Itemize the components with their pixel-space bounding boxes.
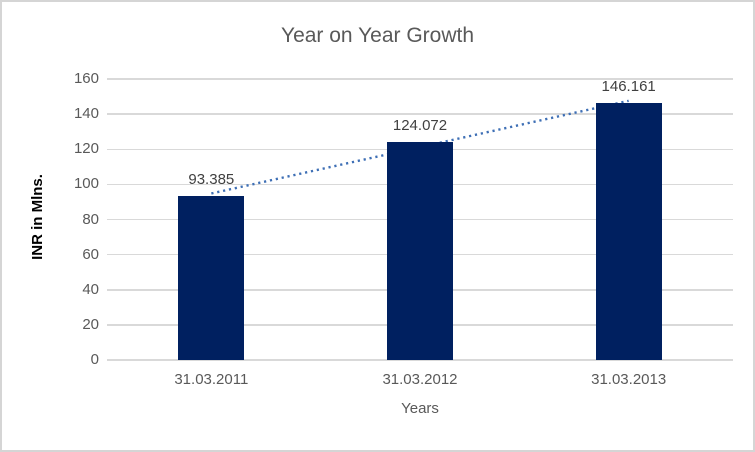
x-axis-title: Years [401, 400, 439, 417]
bar [595, 103, 662, 360]
y-tick-label: 80 [82, 210, 99, 228]
y-tick-label: 160 [73, 70, 99, 87]
y-tick-label: 100 [73, 175, 99, 193]
y-tick-label: 120 [73, 140, 99, 158]
chart-title: Year on Year Growth [280, 24, 475, 47]
data-label: 93.385 [188, 170, 235, 188]
x-tick-label: 31.03.2012 [382, 371, 458, 388]
x-axis-line [107, 359, 733, 361]
x-tick-label: 31.03.2011 [174, 371, 249, 388]
y-tick-label: 0 [90, 351, 99, 368]
data-label: 146.161 [601, 78, 656, 96]
x-tick-label: 31.03.2013 [591, 371, 667, 388]
y-tick-label: 140 [73, 105, 99, 123]
y-tick-label: 60 [82, 245, 99, 263]
bar [387, 142, 453, 360]
data-label: 124.072 [392, 117, 448, 135]
y-tick-label: 40 [82, 280, 99, 298]
bar [178, 195, 245, 360]
y-tick-label: 20 [82, 315, 99, 333]
gridline [107, 78, 733, 80]
